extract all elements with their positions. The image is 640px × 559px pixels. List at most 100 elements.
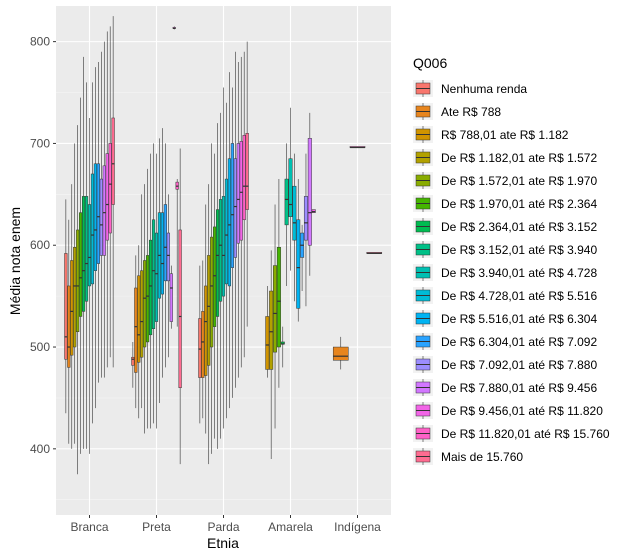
box-amarela-13 bbox=[307, 112, 312, 276]
legend-title: Q006 bbox=[413, 55, 447, 71]
box-body bbox=[169, 273, 173, 322]
legend-label: De R$ 1.572,01 ate R$ 1.970 bbox=[441, 174, 597, 188]
box-body bbox=[292, 185, 297, 241]
box-preta-15 bbox=[175, 179, 179, 327]
box-amarela-3 bbox=[269, 250, 274, 460]
box-indígena-1 bbox=[332, 336, 349, 370]
box-plots bbox=[64, 16, 383, 475]
box-branca-8 bbox=[87, 117, 92, 454]
box-body bbox=[303, 196, 308, 241]
box-preta-3 bbox=[140, 194, 144, 409]
box-body bbox=[276, 247, 281, 348]
box-branca-15 bbox=[108, 26, 112, 358]
y-axis-title: Média nota enem bbox=[7, 207, 23, 315]
box-body bbox=[108, 143, 112, 234]
box-branca-11 bbox=[96, 61, 100, 383]
box-body bbox=[151, 219, 156, 329]
box-preta-12 bbox=[166, 194, 170, 358]
box-branca-4 bbox=[76, 125, 80, 475]
box-body bbox=[236, 143, 240, 244]
legend: Q006 Nenhuma renda Ate R$ 788 R$ 788,01 at… bbox=[413, 55, 610, 465]
box-body bbox=[201, 311, 205, 378]
box-body bbox=[73, 247, 77, 348]
box-preta-0 bbox=[131, 341, 135, 388]
box-branca-1 bbox=[67, 219, 71, 444]
box-parda-14 bbox=[239, 56, 243, 368]
box-body bbox=[245, 133, 249, 210]
legend-label: De R$ 1.970,01 até R$ 2.364 bbox=[441, 197, 597, 211]
box-amarela-4 bbox=[273, 204, 278, 429]
box-amarela-7 bbox=[284, 143, 289, 286]
box-indígena-16 bbox=[366, 252, 383, 254]
y-tick-label: 400 bbox=[30, 442, 50, 456]
box-body bbox=[70, 260, 74, 356]
box-body bbox=[307, 138, 312, 246]
legend-label: De R$ 4.728,01 até R$ 5.516 bbox=[441, 289, 597, 303]
legend-label: De R$ 2.364,01 até R$ 3.152 bbox=[441, 220, 597, 234]
box-indígena-15 bbox=[349, 146, 366, 149]
x-axis: Branca Preta Parda Amarela Indígena bbox=[70, 515, 381, 534]
box-preta-5 bbox=[146, 168, 150, 429]
box-body bbox=[137, 275, 141, 363]
y-tick-label: 500 bbox=[30, 340, 50, 354]
box-body bbox=[79, 212, 83, 317]
box-branca-16 bbox=[111, 16, 115, 368]
box-body bbox=[332, 346, 349, 361]
x-tick-label: Indígena bbox=[334, 520, 381, 534]
x-tick-label: Amarela bbox=[268, 520, 313, 534]
x-tick-label: Branca bbox=[70, 520, 108, 534]
box-branca-12 bbox=[99, 51, 103, 378]
box-parda-1 bbox=[201, 260, 205, 419]
box-parda-2 bbox=[204, 204, 208, 434]
box-body bbox=[269, 290, 274, 370]
box-amarela-2 bbox=[265, 285, 270, 378]
box-parda-12 bbox=[233, 51, 237, 388]
box-body bbox=[242, 135, 246, 221]
box-preta-4 bbox=[143, 184, 147, 434]
box-preta-7 bbox=[151, 143, 156, 424]
box-branca-7 bbox=[84, 82, 89, 449]
box-preta-11 bbox=[163, 143, 167, 368]
box-parda-0 bbox=[198, 265, 202, 424]
legend-label: De R$ 5.516,01 até R$ 6.304 bbox=[441, 312, 597, 326]
y-tick-label: 600 bbox=[30, 238, 50, 252]
box-body bbox=[143, 260, 147, 348]
box-body bbox=[163, 204, 167, 282]
box-body bbox=[233, 158, 237, 258]
box-parda-16 bbox=[245, 41, 249, 327]
box-body bbox=[296, 219, 301, 309]
box-branca-14 bbox=[105, 31, 109, 368]
box-body bbox=[198, 318, 202, 378]
box-body bbox=[204, 285, 208, 376]
legend-label: Mais de 15.760 bbox=[441, 450, 523, 464]
legend-label: De R$ 1.182,01 ate R$ 1.572 bbox=[441, 151, 597, 165]
box-amarela-9 bbox=[292, 153, 297, 302]
legend-label: R$ 788,01 ate R$ 1.182 bbox=[441, 128, 569, 142]
box-body bbox=[154, 232, 159, 322]
box-preta-6 bbox=[149, 153, 153, 429]
legend-label: De R$ 11.820,01 até R$ 15.760 bbox=[441, 427, 610, 441]
box-body bbox=[224, 178, 229, 285]
box-body bbox=[178, 229, 182, 388]
box-body bbox=[93, 163, 97, 271]
box-body bbox=[160, 212, 164, 295]
y-axis: 400 500 600 700 800 bbox=[30, 35, 56, 456]
box-body bbox=[210, 236, 214, 348]
box-body bbox=[213, 226, 217, 327]
legend-label: De R$ 3.940,01 até R$ 4.728 bbox=[441, 266, 597, 280]
box-body bbox=[221, 196, 226, 297]
box-preta-13 bbox=[169, 265, 173, 329]
box-body bbox=[273, 265, 278, 353]
box-body bbox=[288, 158, 293, 217]
y-tick-label: 800 bbox=[30, 35, 50, 49]
box-body bbox=[131, 356, 135, 366]
box-branca-6 bbox=[82, 56, 86, 449]
box-body bbox=[96, 163, 100, 264]
box-body bbox=[218, 199, 223, 302]
box-body bbox=[227, 158, 231, 287]
box-body bbox=[166, 232, 170, 282]
box-body bbox=[239, 141, 243, 241]
box-amarela-8 bbox=[288, 107, 293, 271]
box-parda-9 bbox=[224, 102, 229, 419]
box-amarela-6 bbox=[280, 326, 285, 368]
